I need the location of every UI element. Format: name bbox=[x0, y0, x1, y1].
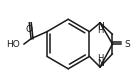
Text: N: N bbox=[97, 59, 103, 68]
Text: S: S bbox=[124, 40, 130, 49]
Text: O: O bbox=[26, 25, 33, 34]
Text: H: H bbox=[97, 26, 103, 35]
Text: HO: HO bbox=[6, 40, 20, 49]
Text: N: N bbox=[97, 22, 103, 31]
Text: H: H bbox=[97, 55, 103, 64]
